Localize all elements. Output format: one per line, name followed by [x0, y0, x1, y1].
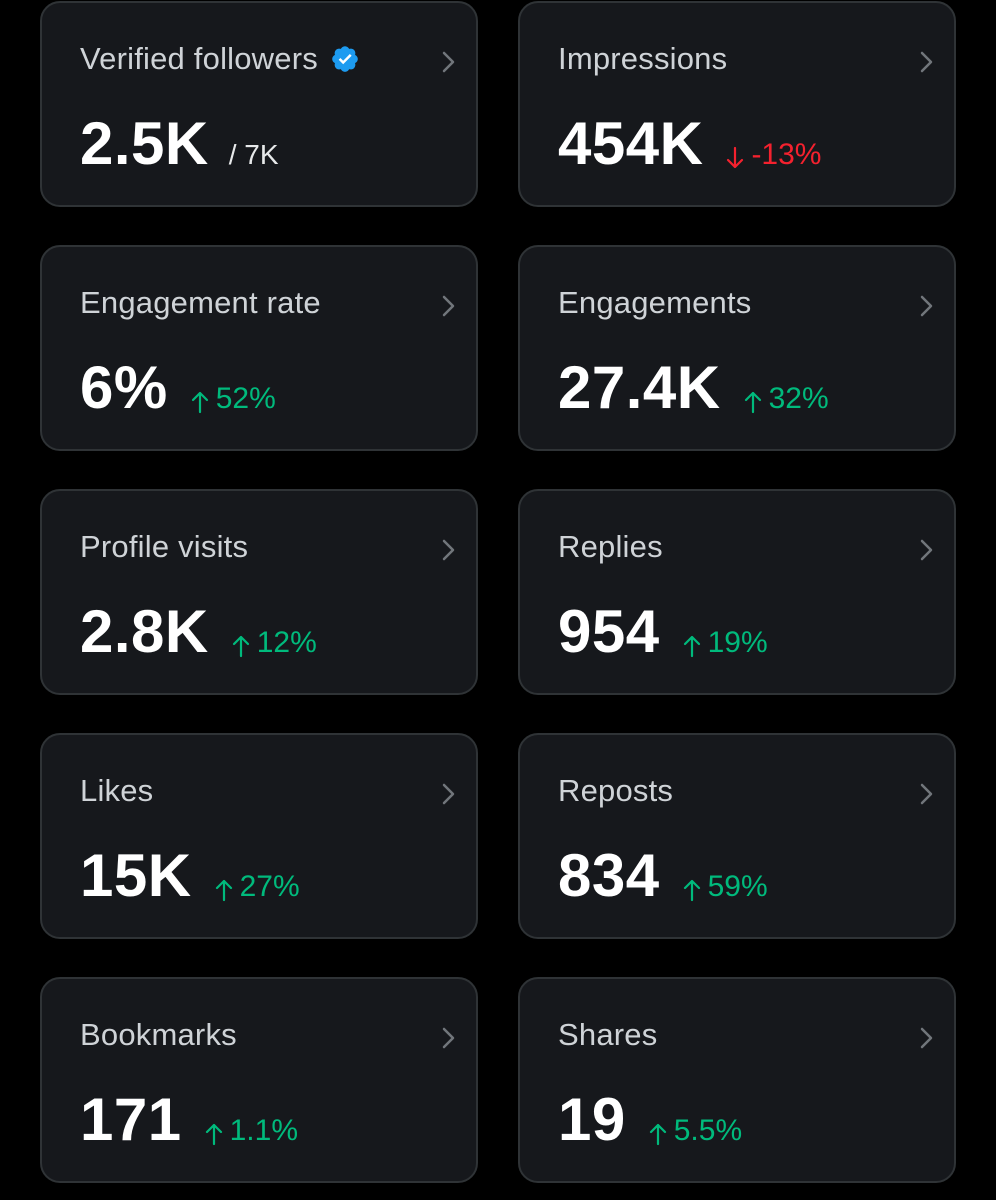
card-label: Shares: [558, 1017, 657, 1053]
card-shares[interactable]: Shares 19 5.5%: [518, 977, 956, 1183]
card-replies[interactable]: Replies 954 19%: [518, 489, 956, 695]
card-label: Bookmarks: [80, 1017, 237, 1053]
verified-badge-icon: [330, 44, 360, 74]
metric-value: 954: [558, 597, 660, 666]
value-row: 2.8K 12%: [80, 597, 317, 666]
metric-value: 2.8K: [80, 597, 209, 666]
value-row: 15K 27%: [80, 841, 300, 910]
card-label: Profile visits: [80, 529, 248, 565]
arrow-up-icon: [204, 1121, 224, 1147]
metric-delta-value: 12%: [257, 626, 317, 660]
card-label-container: Reposts: [558, 773, 673, 809]
card-engagements[interactable]: Engagements 27.4K 32%: [518, 245, 956, 451]
chevron-right-icon: [436, 47, 460, 77]
card-engagement-rate[interactable]: Engagement rate 6% 52%: [40, 245, 478, 451]
chevron-right-icon: [914, 47, 938, 77]
metric-delta-value: 52%: [216, 382, 276, 416]
metric-delta: 52%: [190, 382, 276, 416]
arrow-up-icon: [648, 1121, 668, 1147]
metric-delta: 12%: [231, 626, 317, 660]
card-label-container: Bookmarks: [80, 1017, 237, 1053]
card-likes[interactable]: Likes 15K 27%: [40, 733, 478, 939]
arrow-up-icon: [214, 877, 234, 903]
chevron-right-icon: [914, 535, 938, 565]
analytics-cards-grid: Verified followers 2.5K / 7K Impressions…: [40, 1, 956, 1183]
metric-delta: 59%: [682, 870, 768, 904]
card-impressions[interactable]: Impressions 454K -13%: [518, 1, 956, 207]
card-label-container: Profile visits: [80, 529, 248, 565]
card-label-container: Verified followers: [80, 41, 360, 77]
card-label-container: Impressions: [558, 41, 727, 77]
metric-delta-value: 27%: [240, 870, 300, 904]
arrow-down-icon: [725, 145, 745, 171]
metric-delta-value: -13%: [751, 138, 821, 172]
value-row: 19 5.5%: [558, 1085, 742, 1154]
arrow-up-icon: [682, 877, 702, 903]
value-row: 171 1.1%: [80, 1085, 298, 1154]
metric-value: 15K: [80, 841, 192, 910]
arrow-up-icon: [743, 389, 763, 415]
metric-delta-value: 59%: [708, 870, 768, 904]
card-label-container: Replies: [558, 529, 663, 565]
chevron-right-icon: [436, 291, 460, 321]
arrow-up-icon: [682, 633, 702, 659]
card-label: Replies: [558, 529, 663, 565]
card-label: Impressions: [558, 41, 727, 77]
metric-delta-value: 5.5%: [674, 1114, 742, 1148]
card-bookmarks[interactable]: Bookmarks 171 1.1%: [40, 977, 478, 1183]
metric-delta-value: 32%: [769, 382, 829, 416]
metric-value: 27.4K: [558, 353, 721, 422]
value-row: 6% 52%: [80, 353, 276, 422]
metric-total: / 7K: [229, 139, 279, 171]
metric-delta: 27%: [214, 870, 300, 904]
metric-delta-value: 1.1%: [230, 1114, 298, 1148]
value-row: 834 59%: [558, 841, 768, 910]
card-label-container: Engagements: [558, 285, 752, 321]
card-profile-visits[interactable]: Profile visits 2.8K 12%: [40, 489, 478, 695]
card-label: Likes: [80, 773, 153, 809]
metric-delta-value: 19%: [708, 626, 768, 660]
arrow-up-icon: [190, 389, 210, 415]
card-reposts[interactable]: Reposts 834 59%: [518, 733, 956, 939]
chevron-right-icon: [914, 779, 938, 809]
card-label-container: Shares: [558, 1017, 657, 1053]
value-row: 954 19%: [558, 597, 768, 666]
metric-value: 19: [558, 1085, 626, 1154]
metric-delta: 5.5%: [648, 1114, 742, 1148]
metric-value: 6%: [80, 353, 168, 422]
value-row: 27.4K 32%: [558, 353, 829, 422]
arrow-up-icon: [231, 633, 251, 659]
chevron-right-icon: [914, 1023, 938, 1053]
metric-delta: 1.1%: [204, 1114, 298, 1148]
metric-delta: 32%: [743, 382, 829, 416]
metric-delta: -13%: [725, 138, 821, 172]
chevron-right-icon: [436, 1023, 460, 1053]
metric-value: 454K: [558, 109, 703, 178]
value-row: 2.5K / 7K: [80, 109, 279, 178]
metric-value: 2.5K: [80, 109, 209, 178]
card-label: Engagement rate: [80, 285, 321, 321]
card-label: Reposts: [558, 773, 673, 809]
card-verified-followers[interactable]: Verified followers 2.5K / 7K: [40, 1, 478, 207]
card-label-container: Likes: [80, 773, 153, 809]
chevron-right-icon: [436, 535, 460, 565]
card-label: Verified followers: [80, 41, 318, 77]
metric-value: 834: [558, 841, 660, 910]
card-label: Engagements: [558, 285, 752, 321]
metric-delta: 19%: [682, 626, 768, 660]
chevron-right-icon: [914, 291, 938, 321]
chevron-right-icon: [436, 779, 460, 809]
card-label-container: Engagement rate: [80, 285, 321, 321]
value-row: 454K -13%: [558, 109, 821, 178]
metric-value: 171: [80, 1085, 182, 1154]
